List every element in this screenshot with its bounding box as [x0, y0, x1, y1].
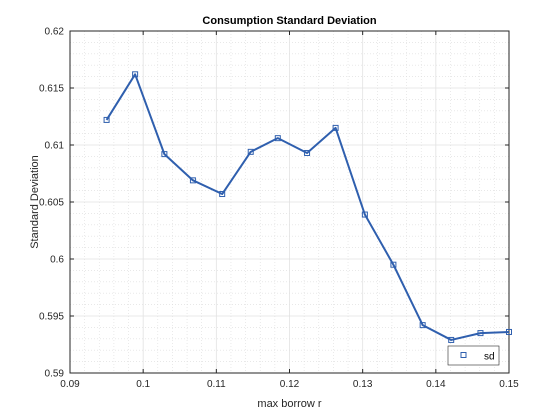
data-point-marker [189, 177, 196, 184]
y-tick-label: 0.61 [45, 141, 65, 152]
y-tick-label: 0.59 [45, 369, 65, 380]
data-point-marker [304, 149, 311, 156]
data-point-marker [103, 116, 110, 123]
legend[interactable]: sd [447, 345, 500, 366]
data-point-marker [332, 124, 339, 131]
data-point-marker [132, 71, 139, 78]
x-axis-ticks: 0.09 0.1 0.11 0.12 0.13 0.14 0.15 [60, 31, 519, 390]
data-point-marker [506, 328, 512, 335]
x-axis-label: max borrow r [257, 398, 322, 410]
x-tick-label: 0.13 [353, 379, 373, 390]
x-tick-label: 0.12 [280, 379, 300, 390]
y-tick-label: 0.6 [50, 255, 64, 266]
y-tick-label: 0.615 [39, 84, 64, 95]
data-point-marker [390, 261, 397, 268]
y-axis-ticks: 0.59 0.595 0.6 0.605 0.61 0.615 0.62 [39, 27, 509, 380]
x-tick-label: 0.11 [207, 379, 226, 390]
data-point-marker [361, 211, 368, 218]
data-point-marker [448, 336, 455, 343]
data-point-marker [274, 135, 281, 142]
y-tick-label: 0.605 [39, 198, 64, 209]
data-point-marker [419, 322, 426, 329]
data-point-marker [477, 330, 484, 337]
y-tick-label: 0.595 [39, 312, 64, 323]
x-tick-label: 0.14 [426, 379, 446, 390]
x-tick-label: 0.09 [60, 379, 80, 390]
y-tick-label: 0.62 [45, 27, 65, 38]
legend-box [447, 345, 500, 366]
data-point-marker [247, 148, 254, 155]
x-tick-label: 0.15 [499, 379, 519, 390]
chart-title: Consumption Standard Deviation [202, 15, 376, 27]
x-tick-label: 0.1 [136, 379, 150, 390]
series-layer [103, 71, 512, 343]
series-line-sd [105, 73, 510, 341]
legend-marker-icon [460, 352, 467, 358]
legend-entry-sd: sd [484, 352, 495, 363]
y-axis-label: Standard Deviation [29, 155, 41, 249]
data-point-marker [161, 151, 168, 158]
data-point-marker [219, 191, 226, 198]
